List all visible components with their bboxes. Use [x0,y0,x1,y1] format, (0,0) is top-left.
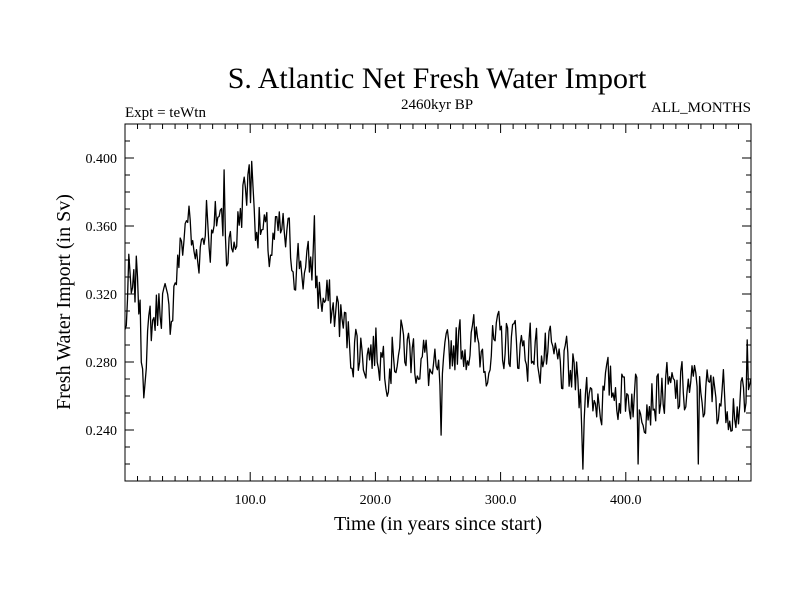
chart-title: S. Atlantic Net Fresh Water Import [228,62,647,95]
y-axis-label: Fresh Water Import (in Sv) [53,194,75,410]
y-tick-label: 0.240 [86,424,118,439]
y-tick-label: 0.400 [86,152,118,167]
months-label: ALL_MONTHS [651,100,751,116]
plot-frame [124,123,752,482]
x-axis-label: Time (in years since start) [334,513,542,535]
x-axis-tick-labels: 100.0 200.0 300.0 400.0 [234,493,641,508]
experiment-label: Expt = teWtn [125,105,206,121]
y-axis-tick-labels: 0.240 0.280 0.320 0.360 0.400 [86,152,118,439]
y-tick-label: 0.280 [86,356,118,371]
x-tick-label: 200.0 [360,493,392,508]
x-tick-label: 300.0 [485,493,517,508]
x-tick-label: 400.0 [610,493,642,508]
x-tick-label: 100.0 [234,493,266,508]
x-axis-ticks [137,124,739,481]
chart-subtitle: 2460kyr BP [401,97,473,113]
y-tick-label: 0.320 [86,288,118,303]
series-line [124,160,752,470]
y-tick-label: 0.360 [86,220,118,235]
